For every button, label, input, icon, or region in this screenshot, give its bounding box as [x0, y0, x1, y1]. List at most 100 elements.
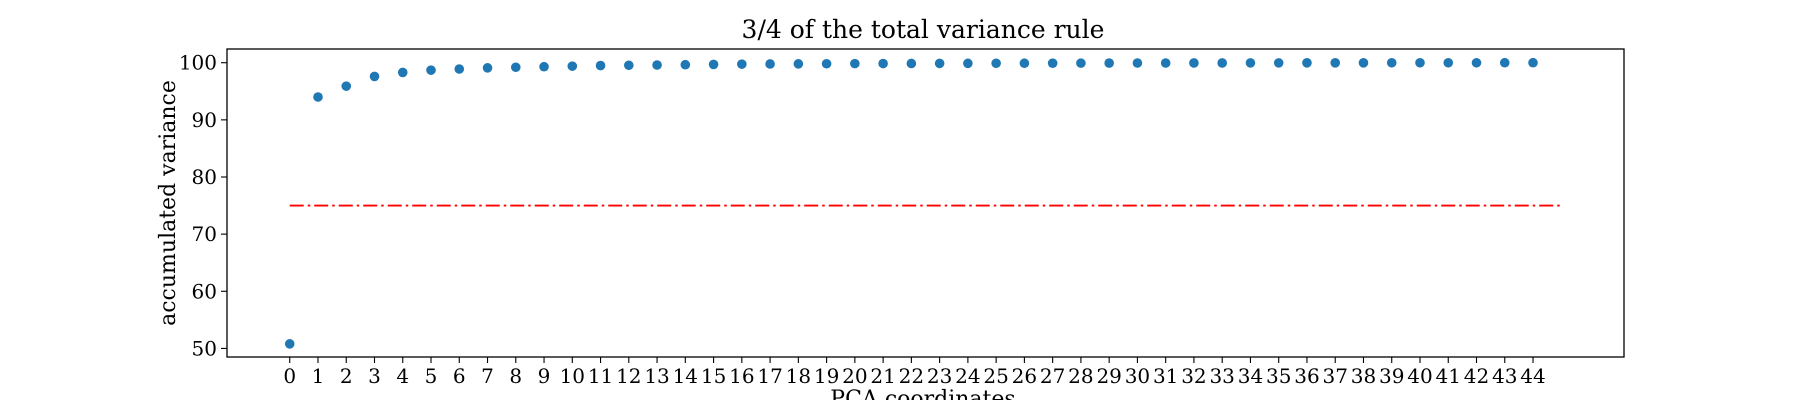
- x-axis: 0 1 2 3 4 5 6 7 8 9 10 11 12 13 14 15 16 17 18 19 20 21 22 23 24…: [283, 357, 1546, 388]
- data-point: [369, 71, 380, 82]
- data-point: [963, 58, 973, 69]
- y-tick-label: 80: [192, 165, 217, 189]
- data-point: [1273, 58, 1284, 68]
- data-point: [737, 59, 747, 69]
- y-tick-label: 70: [192, 222, 217, 246]
- y-axis-label: accumulated variance: [156, 80, 181, 326]
- x-tick-label: 40: [1407, 364, 1432, 388]
- x-tick-label: 39: [1379, 364, 1404, 388]
- x-tick-label: 30: [1125, 364, 1150, 388]
- data-point: [567, 61, 578, 71]
- data-point: [454, 64, 465, 74]
- x-tick-label: 4: [396, 364, 409, 388]
- data-point: [1471, 57, 1482, 68]
- x-tick-label: 0: [283, 364, 296, 388]
- data-point: [624, 60, 634, 71]
- x-tick-label: 16: [729, 364, 754, 388]
- data-point: [1358, 58, 1369, 68]
- data-point: [1499, 57, 1510, 68]
- x-tick-label: 22: [899, 364, 924, 388]
- data-point: [793, 59, 804, 69]
- data-point: [680, 59, 691, 70]
- x-tick-label: 38: [1351, 364, 1376, 388]
- data-point: [313, 92, 323, 102]
- x-tick-label: 8: [509, 364, 522, 388]
- x-tick-label: 36: [1294, 364, 1319, 388]
- x-tick-label: 9: [538, 364, 551, 388]
- x-tick-label: 3: [368, 364, 381, 388]
- data-point: [1245, 58, 1256, 68]
- x-tick-label: 17: [757, 364, 782, 388]
- data-point: [1443, 57, 1454, 68]
- x-tick-label: 10: [560, 364, 585, 388]
- y-axis: 50 60 70 80 90 100: [179, 51, 227, 360]
- x-tick-label: 31: [1153, 364, 1178, 388]
- chart-title: 3/4 of the total variance rule: [742, 15, 1105, 44]
- data-point: [426, 65, 436, 75]
- x-tick-label: 11: [588, 364, 613, 388]
- data-point: [878, 58, 888, 69]
- data-point: [991, 58, 1001, 69]
- data-point: [1132, 58, 1143, 68]
- x-tick-label: 26: [1012, 364, 1037, 388]
- data-point: [482, 63, 493, 73]
- x-tick-label: 27: [1040, 364, 1065, 388]
- data-point: [510, 62, 521, 73]
- data-point: [1302, 58, 1312, 68]
- x-tick-label: 15: [701, 364, 726, 388]
- data-point: [284, 339, 295, 349]
- data-point: [1217, 58, 1227, 68]
- data-point: [1415, 57, 1425, 68]
- x-tick-label: 1: [312, 364, 325, 388]
- x-tick-label: 35: [1266, 364, 1291, 388]
- data-point: [539, 61, 549, 72]
- data-point: [1160, 58, 1171, 68]
- x-tick-label: 23: [927, 364, 952, 388]
- y-tick-label: 60: [192, 279, 217, 303]
- data-point: [1386, 57, 1397, 68]
- data-points: [284, 57, 1538, 349]
- data-point: [708, 59, 719, 70]
- data-point: [1330, 58, 1341, 68]
- x-tick-label: 42: [1464, 364, 1489, 388]
- data-point: [1104, 58, 1114, 68]
- data-point: [1189, 58, 1199, 68]
- data-point: [906, 58, 917, 69]
- x-tick-label: 34: [1238, 364, 1263, 388]
- x-tick-label: 21: [870, 364, 895, 388]
- x-tick-label: 32: [1181, 364, 1206, 388]
- data-point: [934, 58, 945, 69]
- data-point: [1528, 57, 1538, 68]
- x-tick-label: 44: [1520, 364, 1545, 388]
- x-tick-label: 14: [673, 364, 698, 388]
- data-point: [850, 58, 860, 69]
- data-point: [765, 59, 775, 69]
- data-point: [1019, 58, 1030, 69]
- x-tick-label: 5: [425, 364, 438, 388]
- plot-frame: [226, 48, 1625, 358]
- data-point: [652, 60, 662, 70]
- x-tick-label: 2: [340, 364, 353, 388]
- x-tick-label: 37: [1322, 364, 1347, 388]
- x-axis-label: PCA coordinates: [830, 387, 1015, 400]
- data-point: [1076, 58, 1086, 68]
- x-tick-label: 24: [955, 364, 980, 388]
- data-point: [397, 67, 408, 78]
- x-tick-label: 18: [786, 364, 811, 388]
- x-tick-label: 41: [1436, 364, 1461, 388]
- y-tick-label: 90: [192, 108, 217, 132]
- x-tick-label: 20: [842, 364, 867, 388]
- x-tick-label: 29: [1096, 364, 1121, 388]
- x-tick-label: 6: [453, 364, 466, 388]
- data-point: [1047, 58, 1058, 68]
- y-tick-label: 100: [179, 51, 217, 75]
- x-tick-label: 12: [616, 364, 641, 388]
- x-tick-label: 7: [481, 364, 494, 388]
- x-tick-label: 33: [1209, 364, 1234, 388]
- x-tick-label: 25: [983, 364, 1008, 388]
- data-point: [821, 58, 832, 69]
- data-point: [341, 81, 352, 91]
- x-tick-label: 28: [1068, 364, 1093, 388]
- x-tick-label: 43: [1492, 364, 1517, 388]
